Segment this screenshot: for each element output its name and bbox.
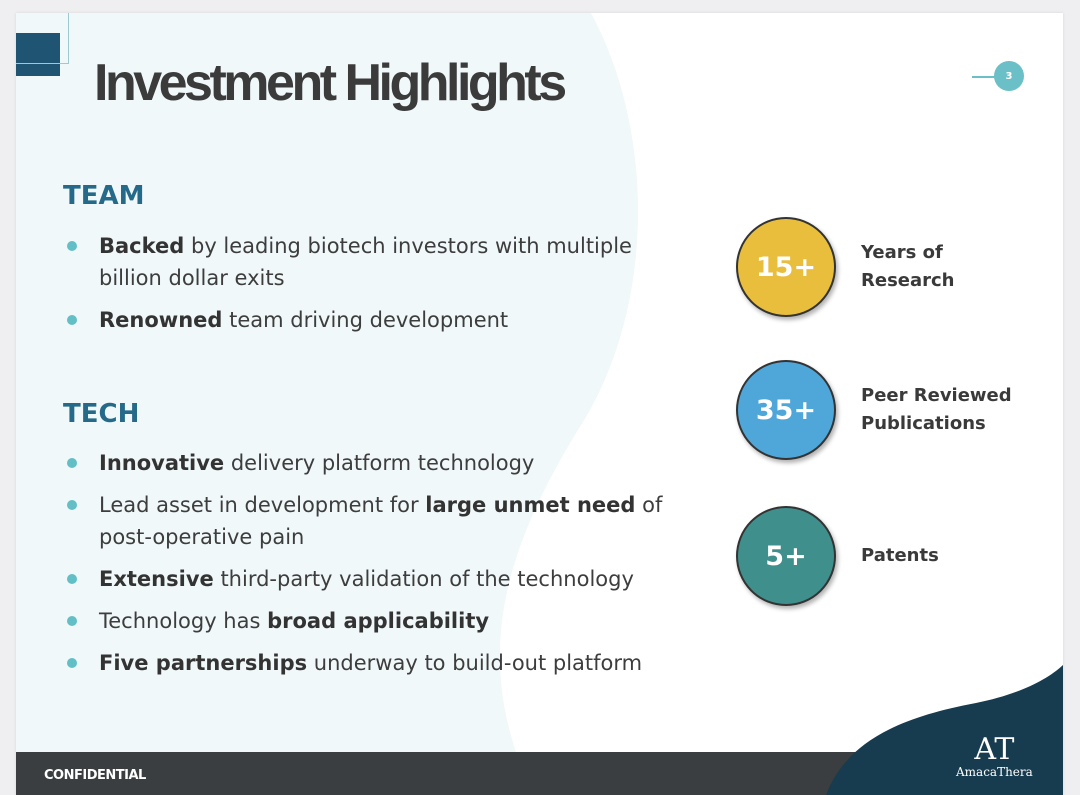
decor-frame xyxy=(16,13,69,64)
decor-square xyxy=(16,33,60,76)
confidential-label: CONFIDENTIAL xyxy=(44,768,146,783)
tech-list: Innovative delivery platform technology … xyxy=(63,447,683,689)
team-heading: TEAM xyxy=(63,181,145,211)
team-list: Backed by leading biotech investors with… xyxy=(63,230,683,346)
tech-heading: TECH xyxy=(63,399,140,429)
stat-circle: 5+ xyxy=(736,506,836,606)
list-item: Backed by leading biotech investors with… xyxy=(63,230,683,294)
list-item: Technology has broad applicability xyxy=(63,605,683,637)
page-line xyxy=(972,76,996,78)
footer-wave xyxy=(826,665,1063,795)
stat-patents: 5+ Patents xyxy=(736,506,1021,606)
stat-label: Years of Research xyxy=(861,242,955,291)
list-item: Five partnerships underway to build-out … xyxy=(63,647,683,679)
slide-title: Investment Highlights xyxy=(94,54,567,112)
list-item: Lead asset in development for large unme… xyxy=(63,489,683,553)
stat-label: Peer Reviewed Publications xyxy=(861,385,1012,434)
list-item: Renowned team driving development xyxy=(63,304,683,336)
stat-circle: 15+ xyxy=(736,217,836,317)
page-number: 3 xyxy=(994,61,1024,91)
list-item: Extensive third-party validation of the … xyxy=(63,563,683,595)
stat-label: Patents xyxy=(861,545,939,566)
stat-publications: 35+ Peer Reviewed Publications xyxy=(736,360,1021,460)
stat-years: 15+ Years of Research xyxy=(736,217,1021,317)
amacathera-logo: AT AmacaThera xyxy=(956,732,1033,780)
background-shape xyxy=(16,13,639,752)
list-item: Innovative delivery platform technology xyxy=(63,447,683,479)
slide: Investment Highlights 3 TEAM Backed by l… xyxy=(16,13,1063,795)
stat-circle: 35+ xyxy=(736,360,836,460)
